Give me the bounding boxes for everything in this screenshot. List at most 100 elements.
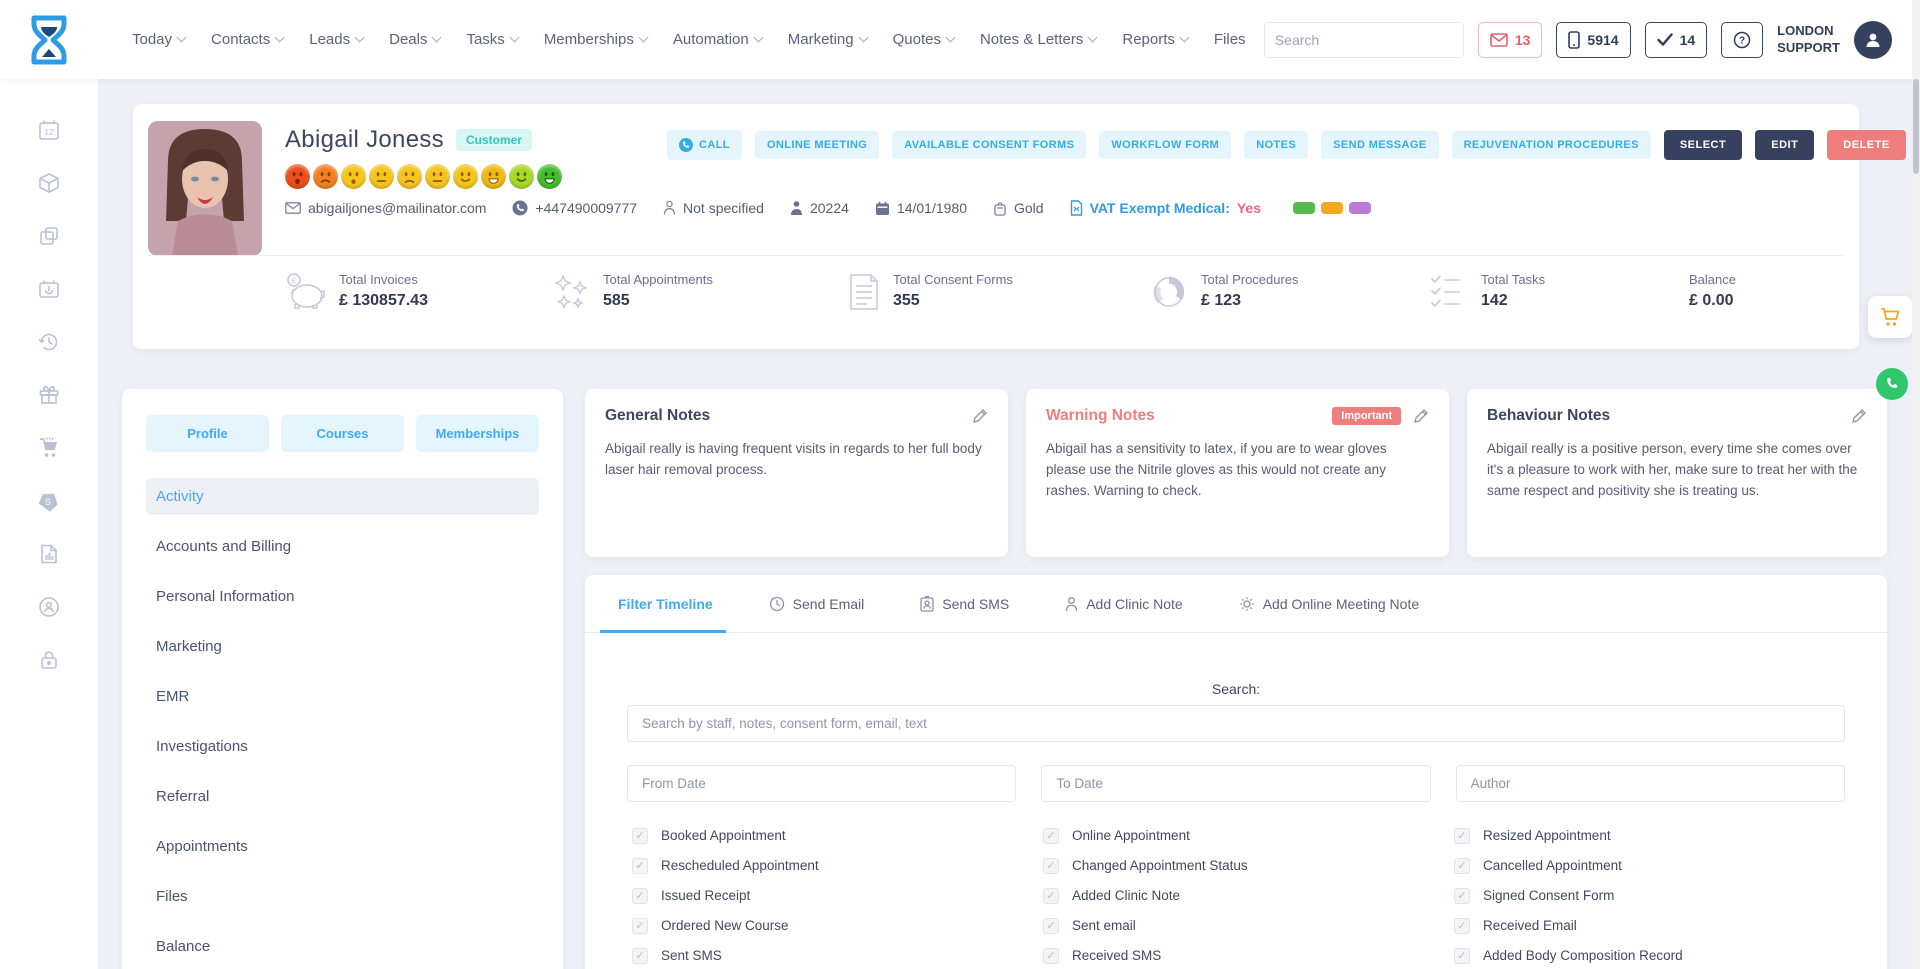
tag-pill-green[interactable] xyxy=(1293,202,1315,214)
nav-memberships[interactable]: Memberships xyxy=(544,31,649,48)
checkbox[interactable]: ✓ xyxy=(1454,887,1470,904)
online-meeting-button[interactable]: ONLINE MEETING xyxy=(754,131,880,159)
nav-tasks[interactable]: Tasks xyxy=(466,31,520,48)
select-button[interactable]: SELECT xyxy=(1663,130,1743,160)
edit-button[interactable]: EDIT xyxy=(1755,130,1815,160)
mood-emoji-happy-icon[interactable] xyxy=(509,164,534,189)
chart-report-icon[interactable] xyxy=(36,541,62,567)
client-photo[interactable] xyxy=(148,121,262,256)
to-date-input[interactable] xyxy=(1041,765,1431,802)
tab-add-clinic-note[interactable]: Add Clinic Note xyxy=(1065,596,1183,612)
menu-item-activity[interactable]: Activity xyxy=(146,478,539,515)
nav-marketing[interactable]: Marketing xyxy=(788,31,869,48)
checkbox[interactable]: ✓ xyxy=(1043,827,1059,844)
shopping-cart-icon[interactable] xyxy=(36,435,62,461)
mood-emoji-very-happy-icon[interactable] xyxy=(537,164,562,189)
workflow-form-button[interactable]: WORKFLOW FORM xyxy=(1099,131,1232,159)
tag-pill-purple[interactable] xyxy=(1349,202,1371,214)
checkbox[interactable]: ✓ xyxy=(1454,947,1470,964)
client-sync-icon[interactable] xyxy=(36,594,62,620)
price-tag-icon[interactable]: S xyxy=(36,488,62,514)
history-clock-icon[interactable] xyxy=(36,329,62,355)
mood-emoji-slight-frown-icon[interactable] xyxy=(397,164,422,189)
available-consent-forms-button[interactable]: AVAILABLE CONSENT FORMS xyxy=(892,131,1087,159)
mood-emoji-slight-smile-icon[interactable] xyxy=(453,164,478,189)
nav-today[interactable]: Today xyxy=(132,31,187,48)
notes-button[interactable]: NOTES xyxy=(1244,131,1309,159)
menu-item-marketing[interactable]: Marketing xyxy=(156,638,222,655)
menu-item-appointments[interactable]: Appointments xyxy=(156,838,248,855)
lock-icon[interactable] xyxy=(36,647,62,673)
checkbox[interactable]: ✓ xyxy=(632,947,648,964)
from-date-input[interactable] xyxy=(627,765,1017,802)
checkbox[interactable]: ✓ xyxy=(632,887,648,904)
checkbox[interactable]: ✓ xyxy=(1454,827,1470,844)
checkbox[interactable]: ✓ xyxy=(1043,857,1059,874)
floating-cart-button[interactable] xyxy=(1868,296,1912,338)
floating-phone-button[interactable] xyxy=(1876,368,1908,400)
menu-item-files[interactable]: Files xyxy=(156,888,188,905)
nav-automation[interactable]: Automation xyxy=(673,31,764,48)
mood-emoji-neutral-icon[interactable] xyxy=(369,164,394,189)
menu-item-investigations[interactable]: Investigations xyxy=(156,738,248,755)
rejuvenation-procedures-button[interactable]: REJUVENATION PROCEDURES xyxy=(1451,131,1651,159)
scrollbar-thumb[interactable] xyxy=(1913,79,1919,174)
client-phone[interactable]: +447490009777 xyxy=(512,200,637,216)
mood-emoji-very-angry-icon[interactable] xyxy=(285,164,310,189)
nav-notes-letters[interactable]: Notes & Letters xyxy=(980,31,1098,48)
tab-courses[interactable]: Courses xyxy=(281,415,404,452)
client-email[interactable]: abigailjones@mailinator.com xyxy=(285,200,486,216)
checkbox[interactable]: ✓ xyxy=(1454,857,1470,874)
mood-emoji-grin-icon[interactable] xyxy=(481,164,506,189)
tab-profile[interactable]: Profile xyxy=(146,415,269,452)
edit-pencil-icon[interactable] xyxy=(1851,408,1867,424)
tag-pill-orange[interactable] xyxy=(1321,202,1343,214)
checkbox[interactable]: ✓ xyxy=(632,827,648,844)
checkbox[interactable]: ✓ xyxy=(632,917,648,934)
call-button[interactable]: CALL xyxy=(667,130,742,160)
menu-item-referral[interactable]: Referral xyxy=(156,788,210,805)
checkbox[interactable]: ✓ xyxy=(1454,917,1470,934)
mood-emoji-neutral2-icon[interactable] xyxy=(425,164,450,189)
checkbox[interactable]: ✓ xyxy=(1043,917,1059,934)
author-input[interactable] xyxy=(1455,765,1845,802)
app-logo[interactable] xyxy=(0,15,98,65)
nav-reports[interactable]: Reports xyxy=(1122,31,1190,48)
send-message-button[interactable]: SEND MESSAGE xyxy=(1321,131,1439,159)
sms-credits-badge[interactable]: 5914 xyxy=(1556,21,1631,58)
nav-files[interactable]: Files xyxy=(1213,31,1246,48)
global-search-input[interactable] xyxy=(1274,31,1456,48)
mood-emoji-angry-icon[interactable] xyxy=(313,164,338,189)
email-notifications-badge[interactable]: 13 xyxy=(1477,21,1543,58)
tab-memberships[interactable]: Memberships xyxy=(416,415,539,452)
menu-item-emr[interactable]: EMR xyxy=(156,688,190,705)
rebook-calendar-icon[interactable] xyxy=(36,276,62,302)
copy-pages-icon[interactable] xyxy=(36,223,62,249)
mood-emoji-sad-open-icon[interactable] xyxy=(341,164,366,189)
menu-item-personal-information[interactable]: Personal Information xyxy=(156,588,295,605)
tab-send-email[interactable]: Send Email xyxy=(769,596,864,612)
page-scrollbar[interactable] xyxy=(1912,0,1920,969)
delete-button[interactable]: DELETE xyxy=(1827,130,1906,160)
tab-filter-timeline[interactable]: Filter Timeline xyxy=(618,595,713,612)
checkbox[interactable]: ✓ xyxy=(1043,947,1059,964)
edit-pencil-icon[interactable] xyxy=(972,408,988,424)
nav-deals[interactable]: Deals xyxy=(389,31,442,48)
tasks-badge[interactable]: 14 xyxy=(1644,21,1708,58)
checkbox[interactable]: ✓ xyxy=(632,857,648,874)
edit-pencil-icon[interactable] xyxy=(1413,408,1429,424)
menu-item-accounts-billing[interactable]: Accounts and Billing xyxy=(156,538,292,555)
nav-leads[interactable]: Leads xyxy=(309,31,365,48)
nav-contacts[interactable]: Contacts xyxy=(211,31,285,48)
checkbox[interactable]: ✓ xyxy=(1043,887,1059,904)
nav-quotes[interactable]: Quotes xyxy=(893,31,956,48)
gift-icon[interactable] xyxy=(36,382,62,408)
user-avatar[interactable] xyxy=(1854,20,1892,59)
package-icon[interactable] xyxy=(36,170,62,196)
tab-send-sms[interactable]: Send SMS xyxy=(920,595,1009,612)
tab-add-online-meeting-note[interactable]: Add Online Meeting Note xyxy=(1239,596,1419,612)
help-button[interactable]: ? xyxy=(1721,21,1764,58)
calendar-day-icon[interactable]: 12 xyxy=(36,117,62,143)
timeline-search-input[interactable] xyxy=(627,705,1845,742)
menu-item-balance[interactable]: Balance xyxy=(156,938,211,955)
